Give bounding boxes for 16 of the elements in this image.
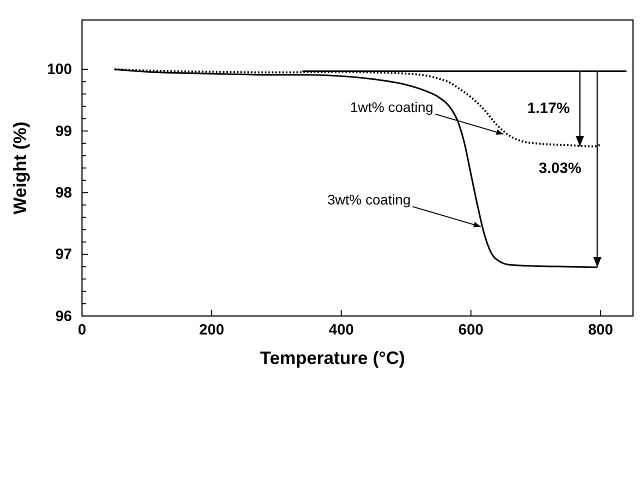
- y-tick-label: 96: [55, 308, 72, 325]
- x-tick-label: 800: [588, 322, 614, 339]
- y-tick-label: 98: [55, 184, 72, 202]
- annotation: 1.17%: [527, 100, 570, 117]
- y-axis-title: Weight (%): [10, 122, 30, 214]
- x-tick-label: 400: [328, 322, 354, 339]
- annotation: 3.03%: [538, 160, 582, 178]
- annotation: 3wt% coating: [327, 192, 411, 208]
- y-tick-label: 100: [46, 61, 72, 78]
- y-tick-label: 97: [55, 246, 72, 264]
- annotation: 1wt% coating: [350, 99, 434, 116]
- x-tick-label: 200: [199, 322, 224, 339]
- x-tick-label: 600: [458, 322, 484, 339]
- x-axis-title: Temperature (°C): [260, 348, 405, 368]
- x-tick-label: 0: [78, 322, 86, 339]
- y-tick-label: 99: [55, 122, 72, 140]
